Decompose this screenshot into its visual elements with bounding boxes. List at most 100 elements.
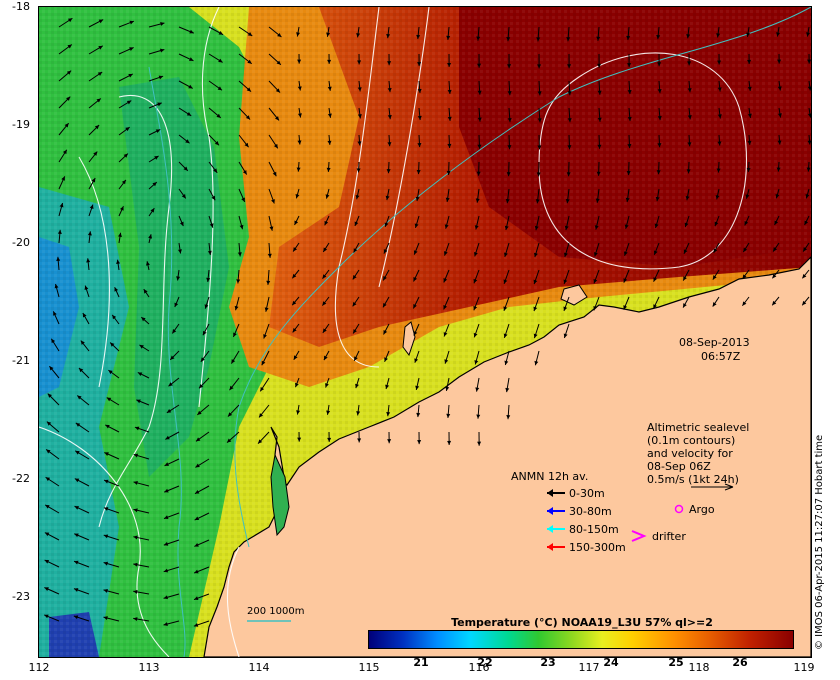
legend-item-80-150m: 80-150m [569, 523, 619, 536]
velocity-arrow-head [297, 86, 302, 91]
velocity-arrow-head [74, 478, 80, 483]
lon-label-112: 112 [28, 661, 50, 674]
velocity-arrow-head [163, 622, 168, 626]
velocity-arrow-head [504, 360, 509, 366]
velocity-arrow-head [126, 100, 132, 105]
velocity-arrow-head [66, 96, 71, 101]
velocity-arrow-head [194, 569, 199, 574]
velocity-arrow-head [417, 440, 422, 445]
velocity-arrow-head [74, 533, 79, 538]
velocity-arrow-head [355, 194, 360, 200]
velocity-arrow-head [503, 333, 508, 338]
velocity-arrow-head [417, 142, 422, 148]
map-date: 08-Sep-2013 [679, 336, 750, 349]
velocity-arrow-head [136, 399, 141, 404]
velocity-arrow-head [417, 62, 422, 67]
isobath-legend-label: 200 1000m [247, 606, 305, 617]
velocity-arrow-head [417, 88, 422, 94]
velocity-arrow-head [686, 34, 691, 39]
velocity-arrow-head [296, 32, 301, 37]
velocity-arrow-head [746, 167, 751, 172]
velocity-arrow-head [505, 387, 510, 393]
velocity-arrow-head [385, 195, 390, 201]
velocity-arrow-head [597, 144, 602, 149]
velocity-arrow-head [596, 171, 601, 176]
velocity-arrow-head [189, 29, 194, 34]
sealevel-contours [39, 7, 748, 657]
sst-map-frame: 08-Sep-2013 06:57Z Altimetric sealevel (… [38, 6, 812, 658]
velocity-arrow-head [623, 278, 628, 283]
velocity-arrow-head [477, 144, 482, 149]
velocity-arrow-head [202, 330, 207, 336]
velocity-arrow-head [414, 223, 419, 228]
velocity-arrow-head [807, 59, 811, 64]
legend-item-0-30m: 0-30m [569, 487, 605, 500]
velocity-arrow-head [775, 194, 780, 199]
velocity-arrow-head [74, 560, 79, 565]
velocity-arrow-head [218, 58, 223, 63]
velocity-arrow-head [353, 248, 358, 253]
velocity-arrow-head [747, 59, 752, 64]
velocity-arrow-head [656, 35, 661, 40]
velocity-arrow-head [67, 18, 73, 23]
velocity-arrow-head [165, 435, 170, 440]
velocity-arrow-head [322, 274, 327, 279]
velocity-arrow-head [150, 208, 155, 213]
velocity-arrow-head [105, 424, 110, 429]
velocity-arrow-head [327, 86, 332, 91]
velocity-arrow-head [477, 63, 482, 68]
altimetry-line-3: and velocity for [647, 447, 733, 460]
velocity-arrow-head [384, 357, 388, 362]
anmn-legend-title: ANMN 12h av. [511, 470, 589, 483]
velocity-arrow-head [386, 33, 391, 39]
colorbar-title: Temperature (°C) NOAA19_L3U 57% ql>=2 [451, 616, 713, 629]
velocity-arrow-head [416, 170, 421, 175]
velocity-arrow-head [567, 118, 572, 123]
velocity-arrow-head [134, 426, 140, 431]
velocity-arrow-head [566, 37, 571, 42]
velocity-arrow-head [152, 182, 157, 187]
velocity-arrow-head [206, 277, 211, 282]
velocity-arrow-head [194, 543, 199, 547]
map-time: 06:57Z [701, 350, 741, 363]
velocity-arrow-head [327, 140, 332, 145]
lon-label-115: 115 [358, 661, 380, 674]
velocity-arrow-head [295, 382, 299, 388]
velocity-arrow-head [128, 73, 133, 78]
velocity-arrow-head [534, 252, 538, 258]
velocity-arrow-head [683, 249, 688, 254]
velocity-arrow-head [715, 195, 720, 200]
velocity-arrow-head [193, 623, 199, 627]
legend-item-150-300m: 150-300m [569, 541, 626, 554]
lon-label-118: 118 [688, 661, 710, 674]
velocity-arrow-head [506, 172, 511, 177]
velocity-arrow-head [96, 98, 101, 103]
velocity-arrow-head [297, 113, 302, 118]
velocity-arrow-head [476, 36, 481, 41]
land-mainland [203, 256, 811, 657]
velocity-arrow-head [233, 332, 237, 337]
velocity-arrow-head [217, 86, 223, 91]
velocity-arrow-head [413, 331, 418, 336]
velocity-arrow-head [566, 172, 571, 177]
velocity-arrow-head [297, 437, 302, 442]
velocity-arrow-head [593, 278, 598, 284]
velocity-arrow-head [807, 86, 811, 91]
velocity-arrow-head [807, 140, 811, 145]
velocity-arrow-head [91, 178, 96, 183]
velocity-arrow-head [386, 169, 391, 174]
velocity-arrow-head [413, 304, 417, 309]
velocity-arrow-head [746, 32, 751, 37]
drifter-marker [631, 530, 647, 542]
velocity-arrow-head [685, 195, 690, 201]
velocity-arrow-head [103, 534, 109, 539]
altimetry-line-2: (0.1m contours) [647, 434, 736, 447]
velocity-arrow-head [717, 141, 722, 146]
velocity-arrow-head [325, 194, 330, 199]
velocity-arrow-head [323, 355, 328, 361]
velocity-arrow-head [57, 229, 62, 234]
velocity-arrow-head [717, 114, 722, 119]
velocity-arrow-head [563, 279, 568, 284]
velocity-arrow-head [716, 33, 721, 38]
argo-marker [674, 504, 684, 514]
